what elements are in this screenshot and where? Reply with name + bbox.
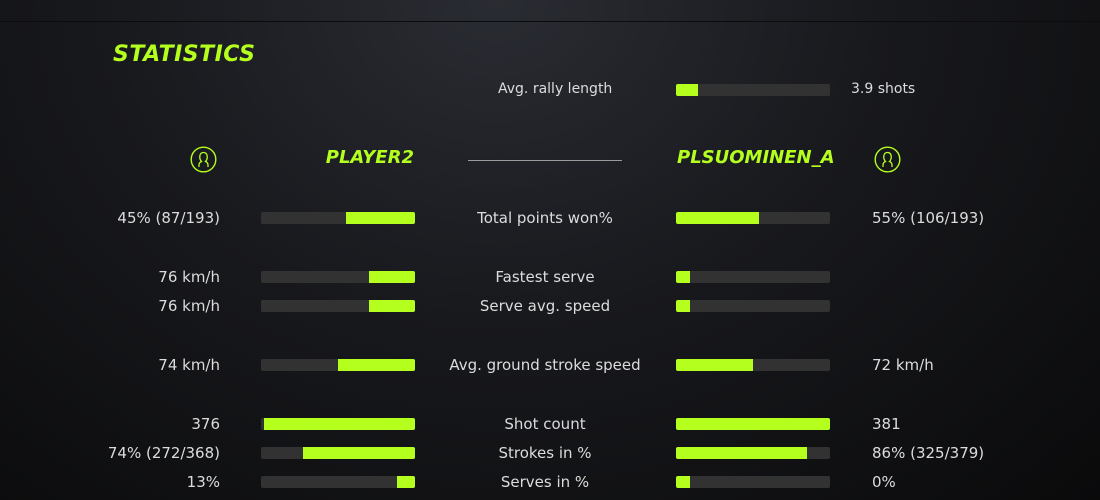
right-stat-value: 381 xyxy=(872,415,901,433)
right-stat-bar xyxy=(676,300,830,312)
right-stat-bar xyxy=(676,476,830,488)
stat-label: Strokes in % xyxy=(498,444,592,462)
left-stat-bar-fill xyxy=(302,447,415,459)
left-stat-bar xyxy=(261,476,415,488)
rally-bar-fill xyxy=(676,84,698,96)
user-circle-icon xyxy=(874,146,901,173)
right-stat-bar-fill xyxy=(676,418,830,430)
left-stat-bar-fill xyxy=(345,212,415,224)
left-stat-bar-fill xyxy=(368,271,415,283)
left-stat-value: 76 km/h xyxy=(158,268,220,286)
stat-label: Fastest serve xyxy=(495,268,595,286)
stat-label: Serves in % xyxy=(500,473,590,491)
left-stat-bar-fill xyxy=(338,359,415,371)
left-stat-bar xyxy=(261,447,415,459)
right-stat-bar xyxy=(676,418,830,430)
left-stat-bar-fill xyxy=(396,476,415,488)
left-player-name: PLAYER2 xyxy=(325,147,414,168)
stat-label: Serve avg. speed xyxy=(479,297,611,315)
right-stat-value: 55% (106/193) xyxy=(872,209,985,227)
stat-label: Avg. ground stroke speed xyxy=(449,356,641,374)
left-stat-bar xyxy=(261,271,415,283)
rally-bar xyxy=(676,84,830,96)
left-stat-value: 13% xyxy=(186,473,220,491)
left-stat-value: 74% (272/368) xyxy=(107,444,220,462)
rally-value: 3.9 shots xyxy=(851,81,916,97)
right-stat-bar-fill xyxy=(676,447,807,459)
stat-label: Total points won% xyxy=(477,209,613,227)
right-stat-value: 0% xyxy=(872,473,896,491)
left-stat-bar xyxy=(261,212,415,224)
right-stat-bar-fill xyxy=(676,271,690,283)
user-circle-icon xyxy=(190,146,217,173)
right-stat-bar xyxy=(676,212,830,224)
right-stat-bar-fill xyxy=(676,212,760,224)
right-stat-bar xyxy=(676,271,830,283)
left-stat-bar xyxy=(261,359,415,371)
right-stat-bar xyxy=(676,447,830,459)
stat-label: Shot count xyxy=(504,415,586,433)
left-stat-bar-fill xyxy=(264,418,415,430)
left-stat-value: 76 km/h xyxy=(158,297,220,315)
left-stat-bar xyxy=(261,418,415,430)
right-stat-bar-fill xyxy=(676,359,753,371)
right-stat-bar-fill xyxy=(676,300,690,312)
left-stat-bar-fill xyxy=(368,300,415,312)
right-stat-bar-fill xyxy=(676,476,690,488)
left-stat-bar xyxy=(261,300,415,312)
page-title: STATISTICS xyxy=(113,42,256,67)
right-stat-value: 86% (325/379) xyxy=(872,444,985,462)
left-stat-value: 376 xyxy=(191,415,220,433)
right-stat-bar xyxy=(676,359,830,371)
top-divider xyxy=(0,21,1100,22)
left-stat-value: 45% (87/193) xyxy=(117,209,220,227)
header-divider xyxy=(468,160,622,161)
right-player-name: PLSUOMINEN_A xyxy=(677,147,835,168)
left-stat-value: 74 km/h xyxy=(158,356,220,374)
rally-label: Avg. rally length xyxy=(498,81,613,97)
right-stat-value: 72 km/h xyxy=(872,356,934,374)
